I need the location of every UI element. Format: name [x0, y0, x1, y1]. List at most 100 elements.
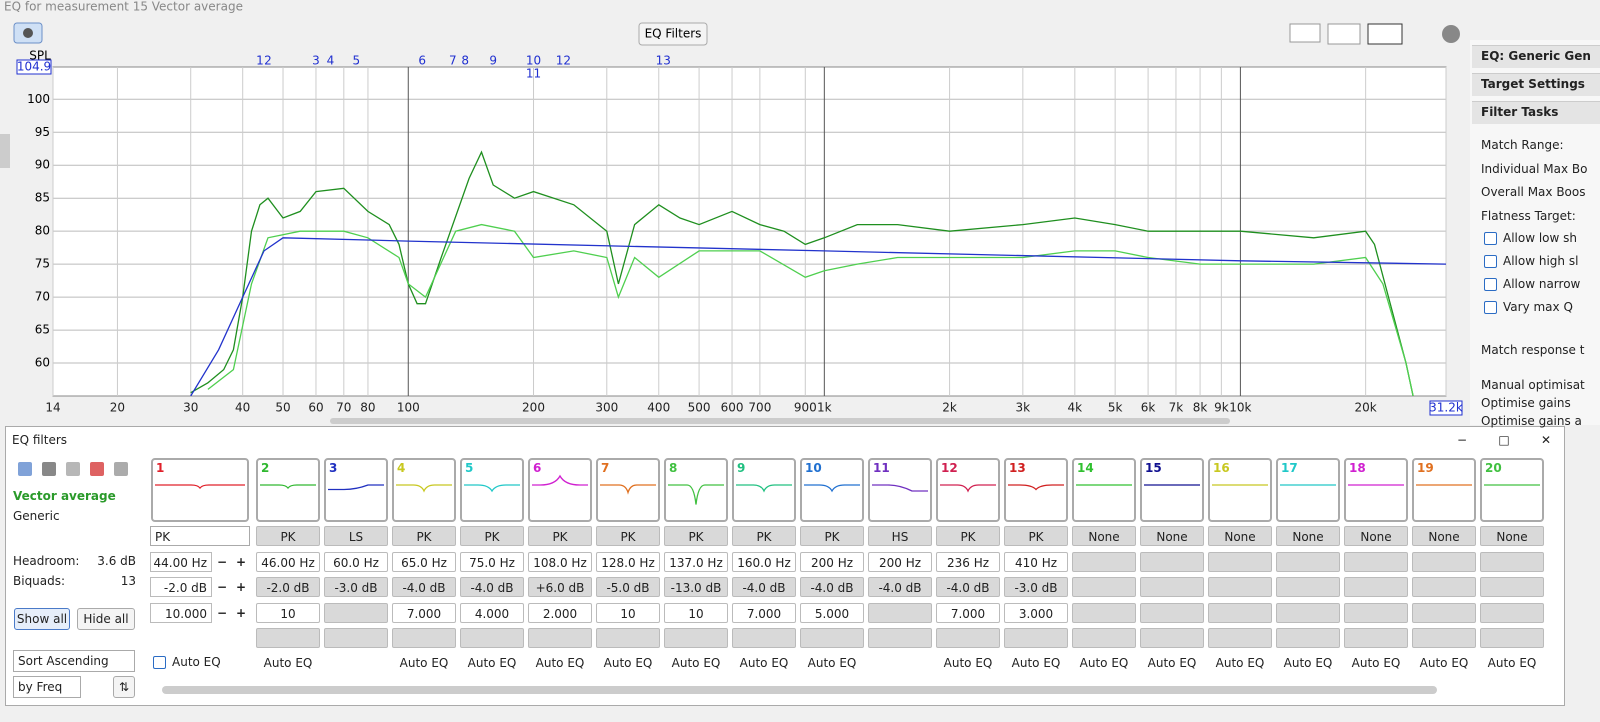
auto-eq-label[interactable]: Auto EQ [1283, 656, 1333, 670]
filter-freq[interactable]: 160.0 Hz [732, 552, 796, 572]
side-header[interactable]: Filter Tasks [1472, 101, 1600, 124]
filter-marker[interactable]: 10 [526, 54, 541, 68]
filter-thumbnail[interactable] [1480, 458, 1544, 522]
filter-type[interactable]: PK [1004, 526, 1068, 546]
auto-eq-label[interactable]: Auto EQ [263, 656, 313, 670]
filter-marker[interactable]: 13 [656, 54, 671, 68]
auto-eq-label[interactable]: Auto EQ [603, 656, 653, 670]
checkbox[interactable] [1484, 278, 1497, 291]
filter-gain[interactable] [1208, 577, 1272, 597]
filter-thumbnail[interactable] [1208, 458, 1272, 522]
filter-marker[interactable]: 11 [526, 67, 541, 81]
filter-gain[interactable]: -4.0 dB [460, 577, 524, 597]
filter-thumbnail[interactable] [1276, 458, 1340, 522]
increment-button[interactable]: + [235, 580, 247, 594]
auto-eq-label[interactable]: Auto EQ [1147, 656, 1197, 670]
tool-icon[interactable] [90, 462, 104, 476]
filter-type[interactable]: PK [800, 526, 864, 546]
filter-freq[interactable]: 60.0 Hz [324, 552, 388, 572]
filter-gain[interactable]: -4.0 dB [868, 577, 932, 597]
filter-q[interactable] [1072, 603, 1136, 623]
filter-marker[interactable]: 5 [352, 54, 360, 68]
auto-eq-label[interactable]: Auto EQ [739, 656, 789, 670]
sort-direction-button[interactable]: ⇅ [113, 676, 135, 698]
filter-q[interactable] [1412, 603, 1476, 623]
filter-thumbnail[interactable] [1344, 458, 1408, 522]
filter-type[interactable]: PK [256, 526, 320, 546]
filter-gain[interactable] [1276, 577, 1340, 597]
filter-type[interactable]: None [1276, 526, 1340, 546]
filter-thumbnail[interactable] [868, 458, 932, 522]
filter-gain[interactable] [1072, 577, 1136, 597]
filter-marker[interactable]: 8 [461, 54, 469, 68]
filter-freq[interactable]: 46.00 Hz [256, 552, 320, 572]
filter-marker[interactable]: 4 [327, 54, 335, 68]
auto-eq-label[interactable]: Auto EQ [467, 656, 517, 670]
filter-freq[interactable] [1276, 552, 1340, 572]
filter-gain[interactable] [1344, 577, 1408, 597]
filter-q[interactable]: 4.000 [460, 603, 524, 623]
filter-freq[interactable] [1344, 552, 1408, 572]
decrement-button[interactable]: − [216, 580, 228, 594]
auto-eq-label[interactable]: Auto EQ [1351, 656, 1401, 670]
tool-icon[interactable] [114, 462, 128, 476]
filter-type[interactable]: None [1480, 526, 1544, 546]
auto-eq-label[interactable]: Auto EQ [1215, 656, 1265, 670]
filter-gain[interactable]: +6.0 dB [528, 577, 592, 597]
auto-eq-label[interactable]: Auto EQ [1487, 656, 1537, 670]
filter-gain[interactable] [1140, 577, 1204, 597]
filter-q[interactable] [1276, 603, 1340, 623]
filter-thumbnail[interactable] [800, 458, 864, 522]
filter-q[interactable] [1480, 603, 1544, 623]
filter-freq[interactable] [1412, 552, 1476, 572]
auto-eq-label[interactable]: Auto EQ [399, 656, 449, 670]
auto-eq-label[interactable]: Auto EQ [1079, 656, 1129, 670]
tool-icon[interactable] [42, 462, 56, 476]
filter-q[interactable]: 10 [664, 603, 728, 623]
filter-type[interactable]: PK [936, 526, 1000, 546]
filter-type[interactable]: HS [868, 526, 932, 546]
filter-q[interactable] [1140, 603, 1204, 623]
graph-scrollbar[interactable] [330, 418, 1230, 424]
filter-freq-input[interactable]: 44.00 Hz [150, 552, 212, 572]
side-header[interactable]: Target Settings [1472, 73, 1600, 96]
sort-dropdown[interactable]: Sort Ascending [13, 650, 135, 672]
filter-type[interactable]: PK [664, 526, 728, 546]
checkbox[interactable] [1484, 301, 1497, 314]
window-control[interactable]: ✕ [1540, 433, 1552, 447]
filter-gain-input[interactable]: -2.0 dB [150, 577, 212, 597]
auto-eq-label[interactable]: Auto EQ [943, 656, 993, 670]
filter-thumbnail[interactable] [1412, 458, 1476, 522]
filter-q[interactable]: 10 [596, 603, 660, 623]
filter-q[interactable]: 7.000 [392, 603, 456, 623]
filter-marker[interactable]: 1 [256, 54, 264, 68]
filter-freq[interactable]: 75.0 Hz [460, 552, 524, 572]
filter-type[interactable]: None [1344, 526, 1408, 546]
filter-q[interactable]: 5.000 [800, 603, 864, 623]
side-header[interactable]: EQ: Generic Gen [1472, 45, 1600, 68]
auto-eq-label[interactable]: Auto EQ [671, 656, 721, 670]
filter-gain[interactable] [1480, 577, 1544, 597]
filter-gain[interactable]: -13.0 dB [664, 577, 728, 597]
filter-gain[interactable]: -3.0 dB [1004, 577, 1068, 597]
filter-type[interactable]: PK [392, 526, 456, 546]
filter-freq[interactable] [1072, 552, 1136, 572]
filter-freq[interactable]: 410 Hz [1004, 552, 1068, 572]
filter-q[interactable]: 10 [256, 603, 320, 623]
filter-gain[interactable]: -5.0 dB [596, 577, 660, 597]
filter-gain[interactable]: -4.0 dB [800, 577, 864, 597]
filter-gain[interactable] [1412, 577, 1476, 597]
auto-eq-checkbox[interactable] [153, 656, 166, 669]
filter-thumbnail[interactable] [151, 458, 249, 522]
filter-type[interactable]: None [1072, 526, 1136, 546]
filter-marker[interactable]: 12 [556, 54, 571, 68]
filter-q[interactable] [868, 603, 932, 623]
auto-eq-label[interactable]: Auto EQ [1419, 656, 1469, 670]
filter-q[interactable] [324, 603, 388, 623]
filter-type[interactable]: PK [528, 526, 592, 546]
show-all-button[interactable]: Show all [14, 608, 70, 630]
auto-eq-label[interactable]: Auto EQ [807, 656, 857, 670]
view-button[interactable] [1289, 23, 1321, 43]
auto-eq-label[interactable]: Auto EQ [1011, 656, 1061, 670]
filter-gain[interactable]: -4.0 dB [732, 577, 796, 597]
